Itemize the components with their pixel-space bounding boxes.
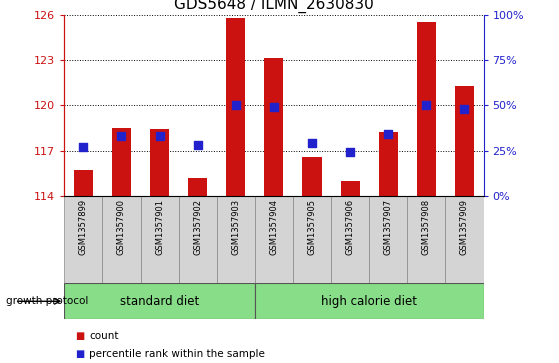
Bar	[64, 196, 102, 283]
Point	[345, 150, 354, 155]
Point	[79, 144, 88, 150]
Point	[117, 133, 126, 139]
Text: GSM1357909: GSM1357909	[460, 199, 469, 254]
Bar	[331, 196, 369, 283]
Bar	[302, 157, 321, 196]
Text: high calorie diet: high calorie diet	[321, 295, 417, 308]
Point	[193, 142, 202, 148]
Bar	[226, 17, 245, 196]
Text: ■: ■	[75, 349, 85, 359]
Text: GSM1357907: GSM1357907	[383, 199, 393, 255]
Bar	[102, 196, 140, 283]
Bar	[74, 170, 93, 196]
Title: GDS5648 / ILMN_2630830: GDS5648 / ILMN_2630830	[174, 0, 374, 13]
Text: count: count	[89, 331, 119, 341]
Text: standard diet: standard diet	[120, 295, 199, 308]
Bar	[417, 22, 436, 196]
Bar	[340, 181, 359, 196]
Bar	[179, 196, 217, 283]
Text: GSM1357906: GSM1357906	[345, 199, 354, 255]
Bar	[293, 196, 331, 283]
Text: GSM1357908: GSM1357908	[422, 199, 431, 255]
Text: GSM1357903: GSM1357903	[231, 199, 240, 255]
Point	[460, 106, 469, 112]
Bar	[369, 196, 408, 283]
Point	[155, 133, 164, 139]
Bar	[379, 132, 398, 196]
Bar	[217, 196, 255, 283]
Text: GSM1357904: GSM1357904	[269, 199, 278, 254]
Bar	[408, 196, 446, 283]
Bar	[64, 283, 255, 319]
Bar	[112, 128, 131, 196]
Text: GSM1357902: GSM1357902	[193, 199, 202, 254]
Point	[422, 102, 431, 108]
Point	[307, 140, 316, 146]
Bar	[188, 178, 207, 196]
Text: GSM1357899: GSM1357899	[79, 199, 88, 255]
Text: growth protocol: growth protocol	[6, 296, 88, 306]
Text: percentile rank within the sample: percentile rank within the sample	[89, 349, 266, 359]
Text: ■: ■	[75, 331, 85, 341]
Bar	[140, 196, 179, 283]
Bar	[255, 196, 293, 283]
Point	[269, 104, 278, 110]
Point	[231, 102, 240, 108]
Point	[384, 131, 393, 137]
Bar	[150, 130, 169, 196]
Bar	[455, 86, 474, 196]
Bar	[264, 58, 283, 196]
Bar	[446, 196, 484, 283]
Text: GSM1357905: GSM1357905	[307, 199, 316, 254]
Text: GSM1357901: GSM1357901	[155, 199, 164, 254]
Bar	[255, 283, 484, 319]
Text: GSM1357900: GSM1357900	[117, 199, 126, 254]
